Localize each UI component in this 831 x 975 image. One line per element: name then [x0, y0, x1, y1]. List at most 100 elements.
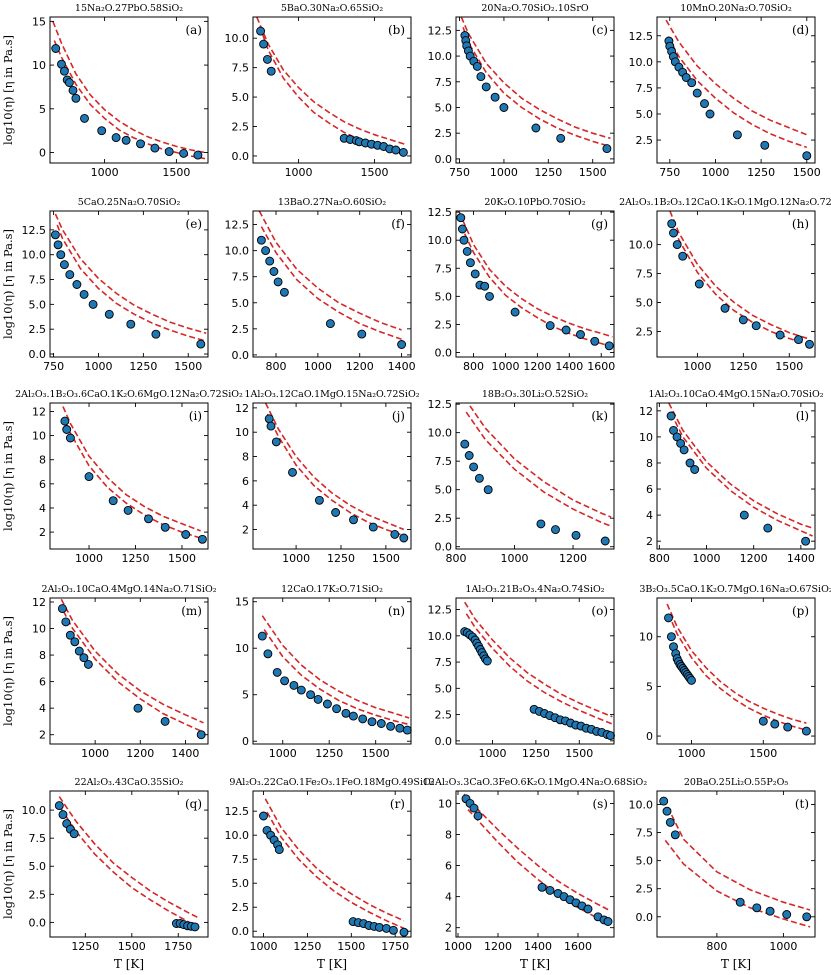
x-tick-label: 1000 — [269, 747, 297, 760]
data-point — [735, 897, 745, 907]
y-tick-label: 7.5 — [636, 827, 654, 840]
upper-bound-line — [668, 403, 813, 529]
x-tick-label: 1000 — [683, 360, 711, 373]
upper-bound-line — [666, 603, 807, 724]
data-point — [670, 830, 680, 840]
x-tick-label: 1600 — [587, 360, 615, 373]
data-point — [469, 462, 479, 472]
data-point — [794, 335, 803, 345]
y-tick-label: 7.5 — [435, 455, 453, 468]
x-tick-label: 1200 — [523, 360, 551, 373]
data-point — [782, 910, 792, 919]
axes-frame — [49, 597, 209, 745]
axes-frame — [656, 16, 816, 164]
lower-bound-line — [260, 226, 402, 341]
data-point — [681, 73, 691, 82]
data-point — [104, 309, 114, 319]
y-tick-label: 10 — [32, 59, 46, 72]
y-tick-label: 2.5 — [29, 888, 47, 901]
panel-tag: (d) — [792, 23, 809, 37]
axes-frame — [252, 790, 412, 938]
data-point — [537, 882, 547, 892]
data-point — [264, 414, 274, 424]
upper-bound-line — [463, 793, 611, 912]
upper-bound-line — [264, 403, 405, 531]
data-point — [348, 711, 358, 721]
data-point — [474, 473, 484, 483]
data-point — [313, 694, 323, 704]
data-point — [263, 649, 273, 659]
axes-frame — [656, 790, 816, 938]
data-point — [133, 703, 143, 713]
y-tick-label: 5.0 — [435, 484, 453, 497]
x-tick-label: 1500 — [337, 940, 365, 953]
data-point — [280, 676, 290, 686]
y-tick-label: 7.5 — [29, 274, 47, 287]
x-tick-label: 1500 — [162, 166, 190, 179]
y-tick-label: 4 — [39, 502, 46, 515]
y-tick-label: 0.0 — [232, 150, 250, 163]
data-point — [669, 228, 678, 238]
y-tick-label: 10.0 — [428, 427, 453, 440]
data-point — [395, 723, 405, 733]
x-tick-label: 1200 — [559, 552, 587, 565]
data-point — [322, 699, 332, 709]
y-tick-label: 2.5 — [232, 901, 250, 914]
y-tick-label: 7.5 — [435, 656, 453, 669]
x-tick-label: 1000 — [701, 166, 729, 179]
y-axis-label: log10(η) [η in Pa.s] — [1, 809, 15, 919]
x-tick-label: 1250 — [747, 166, 775, 179]
data-point — [83, 659, 93, 669]
data-point — [71, 93, 81, 103]
data-point — [123, 505, 133, 515]
data-point — [160, 716, 170, 726]
panel-title: 2Al₂O₃.1B₂O₃.6CaO.1K₂O.6MgO.12Na₂O.72SiO… — [15, 389, 243, 400]
x-tick-label: 1500 — [579, 166, 607, 179]
data-point — [265, 256, 275, 266]
data-point — [80, 113, 89, 123]
data-point — [662, 806, 672, 816]
axes-frame — [656, 210, 816, 358]
upper-bound-line — [58, 796, 200, 919]
data-point — [531, 123, 541, 133]
data-point — [376, 719, 386, 728]
data-point — [802, 912, 812, 922]
data-point — [181, 530, 191, 539]
data-point — [325, 319, 335, 329]
data-point — [65, 270, 75, 280]
y-tick-label: 2 — [39, 526, 46, 539]
panel-title: 2Al₂O₃.10CaO.4MgO.14Na₂O.71SiO₂ — [41, 584, 216, 595]
x-axis-label: T [K] — [520, 957, 550, 971]
y-axis-label: log10(η) [η in Pa.s] — [1, 421, 15, 531]
data-point — [386, 721, 396, 731]
data-point — [470, 269, 480, 279]
y-tick-label: 10 — [32, 623, 46, 636]
y-tick-label: 7.5 — [29, 832, 47, 845]
lower-bound-line — [667, 613, 807, 731]
x-axis-label: T [K] — [317, 957, 347, 971]
data-point — [257, 631, 267, 641]
panel-tag: (h) — [792, 217, 809, 231]
data-point — [551, 525, 560, 535]
data-point — [805, 339, 814, 349]
data-point — [197, 534, 207, 544]
x-tick-label: 800 — [266, 360, 287, 373]
data-point — [259, 811, 268, 821]
data-point — [160, 522, 170, 532]
y-tick-label: 7.5 — [232, 271, 250, 284]
data-point — [483, 485, 493, 495]
y-tick-label: 12 — [639, 405, 653, 418]
data-point — [499, 103, 509, 112]
lower-bound-line — [62, 610, 204, 733]
x-tick-label: 800 — [446, 552, 467, 565]
x-tick-label: 1000 — [81, 747, 109, 760]
upper-bound-line — [464, 601, 613, 718]
y-tick-label: 10 — [438, 797, 452, 810]
y-tick-label: 5 — [646, 680, 653, 693]
panel-title: 12Al₂O₃.3CaO.3FeO.6K₂O.1MgO.4Na₂O.68SiO₂ — [423, 777, 647, 788]
data-point — [510, 307, 520, 317]
axes-frame — [49, 402, 209, 550]
y-tick-label: 4 — [445, 891, 452, 904]
upper-bound-line — [261, 615, 410, 719]
lower-bound-line — [670, 221, 808, 346]
